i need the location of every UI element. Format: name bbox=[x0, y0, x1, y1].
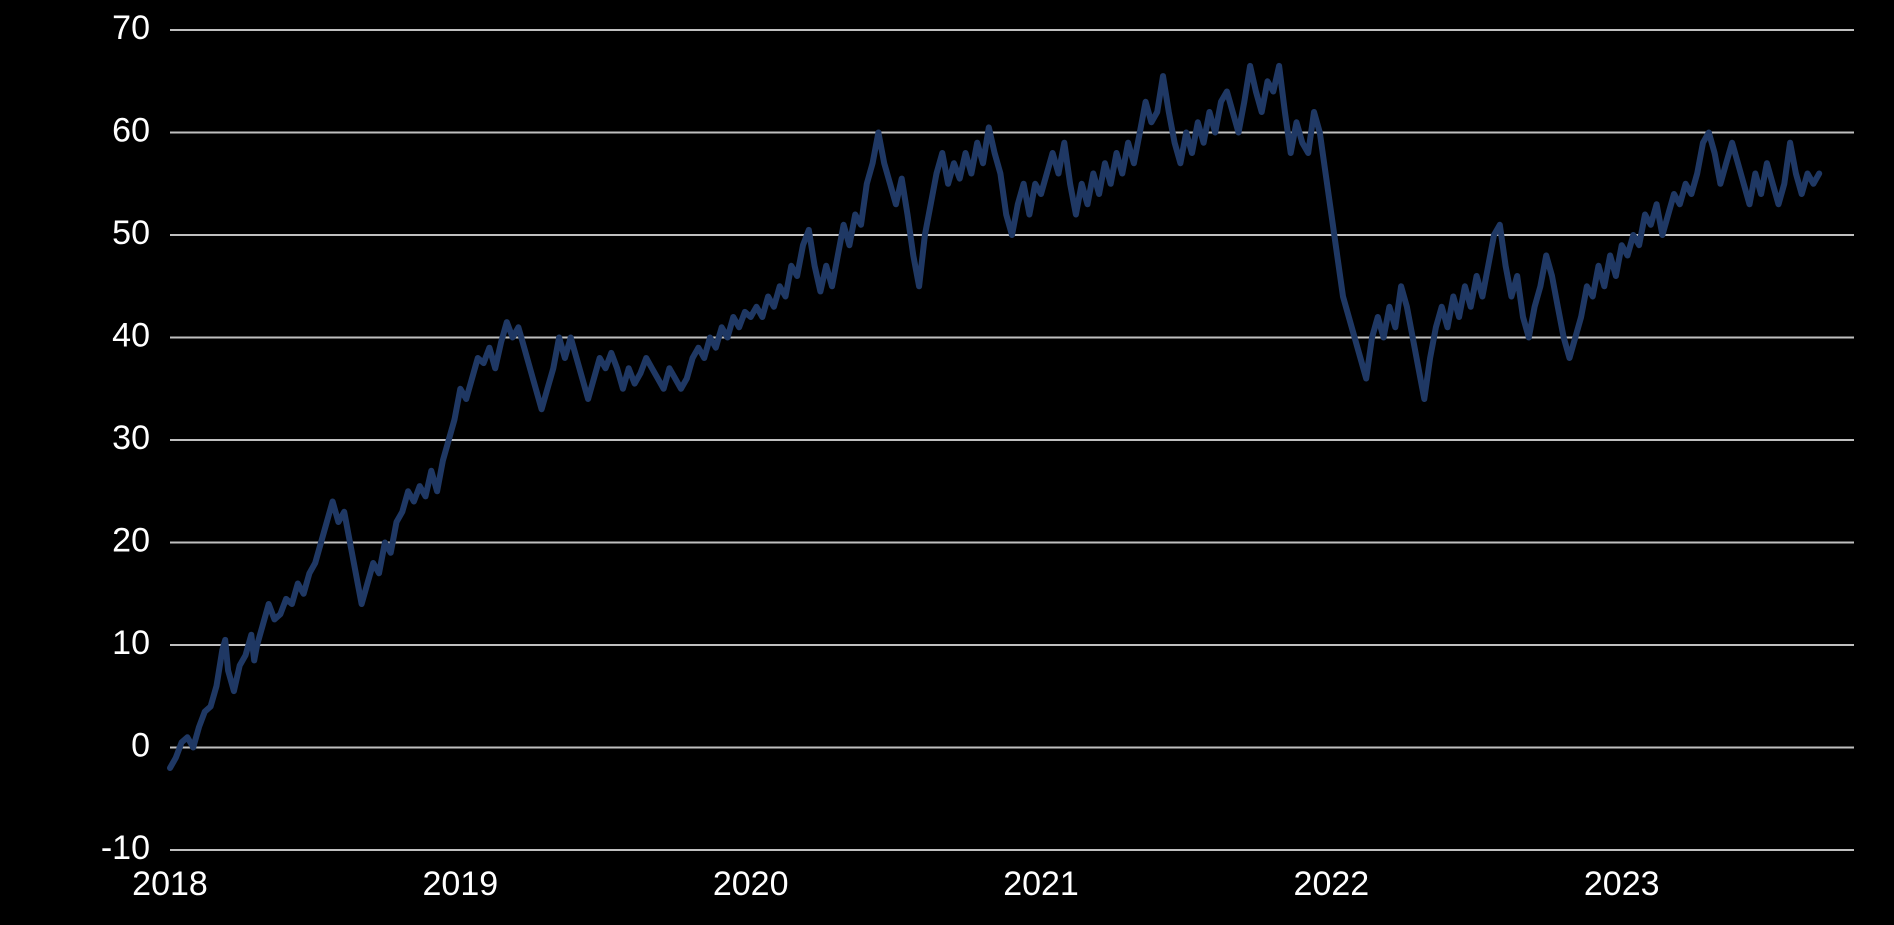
y-tick-label: 10 bbox=[112, 624, 150, 662]
y-tick-label: 40 bbox=[112, 316, 150, 354]
x-tick-label: 2018 bbox=[132, 865, 208, 903]
y-tick-label: 70 bbox=[112, 9, 150, 47]
y-tick-label: 0 bbox=[131, 726, 150, 764]
y-tick-label: 30 bbox=[112, 419, 150, 457]
line-chart: -10 0 10 20 30 40 50 60 70 2018 2019 2020 2021 2022 20… bbox=[0, 0, 1894, 925]
x-tick-label: 2021 bbox=[1003, 865, 1079, 903]
x-tick-label: 2022 bbox=[1294, 865, 1370, 903]
y-tick-label: 50 bbox=[112, 214, 150, 252]
y-tick-label: 60 bbox=[112, 111, 150, 149]
chart-svg: -10 0 10 20 30 40 50 60 70 2018 2019 2020 2021 2022 20… bbox=[0, 0, 1894, 925]
x-tick-label: 2020 bbox=[713, 865, 789, 903]
y-tick-label: -10 bbox=[101, 829, 150, 867]
x-tick-label: 2023 bbox=[1584, 865, 1660, 903]
chart-background bbox=[0, 0, 1894, 925]
x-tick-label: 2019 bbox=[423, 865, 499, 903]
y-tick-label: 20 bbox=[112, 521, 150, 559]
